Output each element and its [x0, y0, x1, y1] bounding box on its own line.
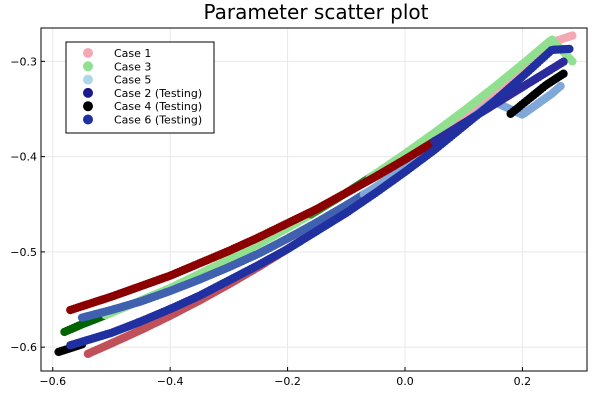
data-point: [565, 44, 574, 54]
x-tick-label: 0.2: [514, 375, 532, 388]
y-tick-label: −0.4: [10, 151, 37, 164]
x-tick-label: 0.0: [396, 375, 414, 388]
legend-label: Case 4 (Testing): [114, 100, 202, 113]
legend-marker: [83, 61, 93, 72]
data-point: [568, 31, 577, 40]
legend-label: Case 2 (Testing): [114, 87, 202, 100]
x-tick-label: −0.6: [39, 375, 66, 388]
plot-frame: [40, 27, 588, 372]
legend-marker: [83, 114, 93, 125]
series-layer: [54, 31, 577, 359]
legend-label: Case 1: [114, 47, 151, 60]
legend-label: Case 6 (Testing): [114, 114, 202, 127]
x-tick-label: −0.2: [274, 375, 301, 388]
series-6: [66, 44, 574, 350]
legend-marker: [83, 87, 93, 98]
data-point: [559, 57, 568, 66]
y-tick-label: −0.3: [10, 55, 37, 68]
chart-title: Parameter scatter plot: [204, 0, 429, 24]
series-4: [66, 57, 568, 315]
y-axis-ticks: −0.6 −0.5 −0.4 −0.3: [10, 55, 45, 354]
data-point: [559, 69, 568, 78]
data-point: [556, 81, 565, 91]
x-axis-ticks: −0.6 −0.4 −0.2 0.0 0.2: [39, 367, 531, 388]
legend-marker: [83, 74, 93, 85]
legend-label: Case 3: [114, 60, 151, 73]
legend-marker: [83, 48, 93, 58]
legend-marker: [83, 101, 93, 112]
legend-label: Case 5: [114, 74, 151, 87]
y-tick-label: −0.6: [10, 341, 37, 354]
x-tick-label: −0.4: [157, 375, 184, 388]
y-tick-label: −0.5: [10, 246, 37, 259]
data-point: [568, 57, 577, 66]
